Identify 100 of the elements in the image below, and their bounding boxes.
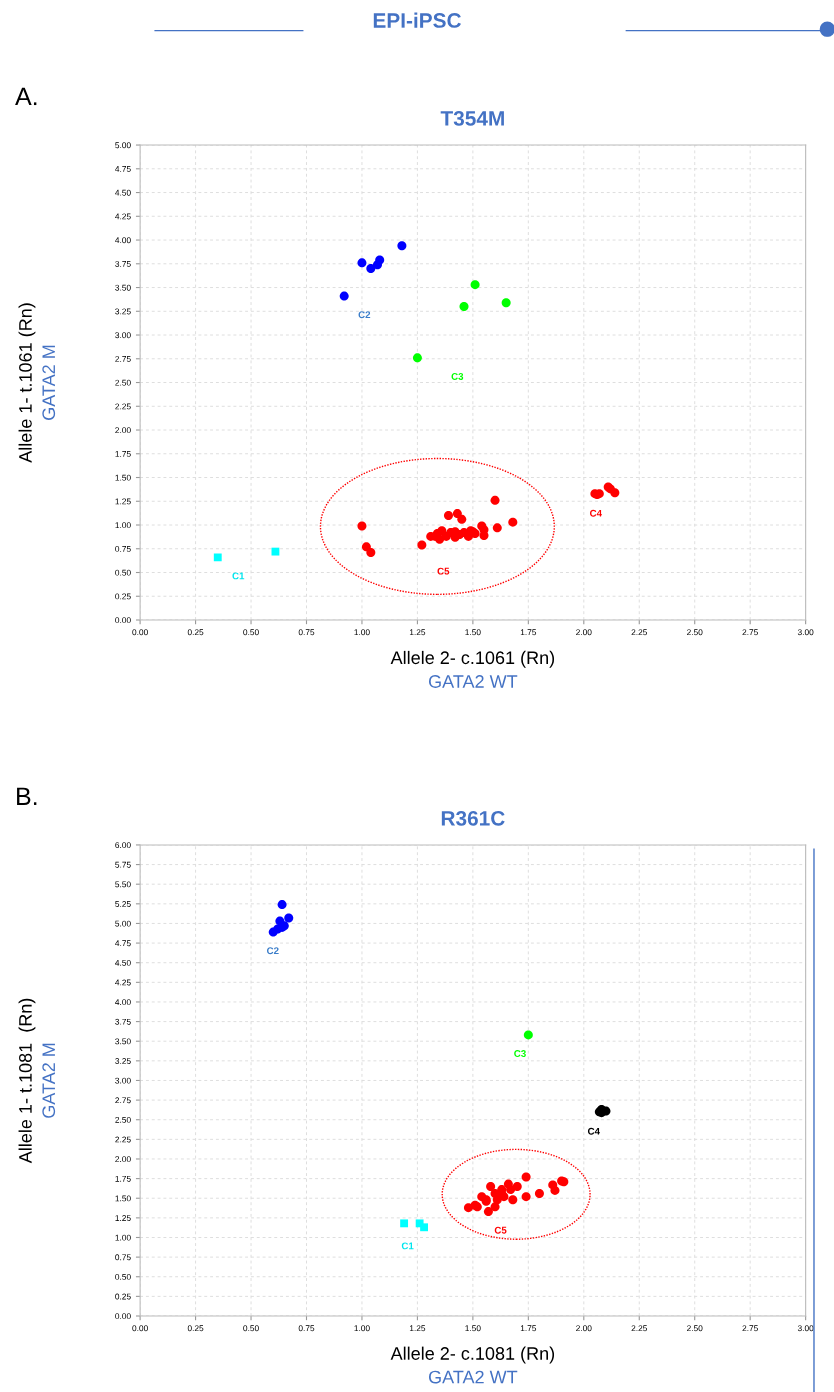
y-tick-label: 4.75 xyxy=(115,166,131,172)
y-tick-label: 1.75 xyxy=(115,451,131,457)
y-tick-label: 4.50 xyxy=(115,959,131,966)
point xyxy=(366,548,376,558)
point xyxy=(357,258,367,268)
y-tick-label: 4.25 xyxy=(115,213,131,220)
x-tick-label: 2.75 xyxy=(742,629,758,636)
x-tick-label: 2.00 xyxy=(576,629,592,636)
x-tick-label: 2.25 xyxy=(631,1325,648,1332)
y-tick-label: 6.00 xyxy=(115,842,131,849)
y-tick-label: 0.00 xyxy=(115,1313,131,1320)
x-tick-label: 2.75 xyxy=(742,1325,758,1332)
y-tick-label: 3.25 xyxy=(115,1058,131,1064)
x-tick-label: 3.00 xyxy=(797,1325,814,1332)
point xyxy=(339,291,349,301)
x-tick-label: 2.25 xyxy=(631,629,648,636)
y-tick-label: 2.25 xyxy=(115,1136,131,1143)
y-tick-label: 3.00 xyxy=(115,332,131,339)
y-axis-title: Allele 1- t.1081 (Rn) GATA2 M xyxy=(18,998,56,1164)
y-tick-label: 1.00 xyxy=(115,1234,131,1241)
y-tick-label: 3.50 xyxy=(115,284,131,291)
point xyxy=(357,521,367,531)
point xyxy=(268,927,278,937)
x-tick-label: 1.00 xyxy=(354,1325,370,1332)
point xyxy=(366,264,376,274)
point xyxy=(508,1195,518,1205)
x-tick-label: 1.50 xyxy=(465,1325,481,1332)
point xyxy=(412,353,422,363)
text: B. xyxy=(17,787,37,805)
y-tick-label: 3.25 xyxy=(115,308,131,315)
y-tick-label: 4.25 xyxy=(115,979,131,986)
y-tick-label: 4.00 xyxy=(115,237,131,244)
point xyxy=(490,495,500,505)
y-tick-label: 0.50 xyxy=(115,1273,131,1280)
point xyxy=(397,241,407,251)
x-tick-label: 0.25 xyxy=(187,629,204,636)
y-tick-label: 5.00 xyxy=(115,920,131,927)
point xyxy=(486,1181,496,1191)
x-tick-label: 1.00 xyxy=(354,629,370,636)
x-tick-label: 1.75 xyxy=(520,1325,537,1332)
point xyxy=(521,1192,531,1202)
point xyxy=(452,509,462,519)
y-tick-label: 3.75 xyxy=(115,260,131,267)
y-tick-label: 1.25 xyxy=(115,498,131,505)
point xyxy=(508,517,518,527)
y-tick-label: 0.75 xyxy=(115,1254,131,1261)
y-tick-label: 5.75 xyxy=(115,861,131,868)
point xyxy=(512,1181,522,1191)
x-axis-title: Allele 2- c.1061 (Rn) GATA2 WT xyxy=(390,650,555,688)
point xyxy=(271,547,280,556)
y-tick-label: 2.25 xyxy=(115,403,131,410)
series-label: C3 xyxy=(514,1050,526,1057)
y-tick-label: 4.50 xyxy=(115,189,131,196)
x-tick-label: 0.50 xyxy=(243,629,259,636)
x-axis-title: Allele 2- c.1081 (Rn) GATA2 WT xyxy=(390,1346,555,1384)
point xyxy=(490,1202,500,1212)
point xyxy=(610,488,620,498)
y-tick-label: 1.00 xyxy=(115,522,131,529)
x-tick-label: 2.50 xyxy=(687,629,703,636)
series-label: C1 xyxy=(232,572,245,580)
x-tick-label: 1.25 xyxy=(409,1325,426,1332)
series-label: C5 xyxy=(494,1226,507,1234)
point xyxy=(483,1207,493,1217)
y-axis-title: Allele 1- t.1061 (Rn) GATA2 M xyxy=(18,303,56,463)
x-tick-label: 2.50 xyxy=(687,1325,703,1332)
point xyxy=(501,298,511,308)
y-tick-label: 5.25 xyxy=(115,901,131,907)
point xyxy=(420,1223,428,1232)
y-tick-label: 2.50 xyxy=(115,1116,131,1123)
point xyxy=(470,280,480,290)
y-tick-label: 2.75 xyxy=(115,1097,131,1104)
point xyxy=(506,1185,516,1195)
point xyxy=(523,1030,533,1040)
y-tick-label: 3.50 xyxy=(115,1038,131,1045)
point xyxy=(534,1189,544,1199)
y-tick-label: 0.25 xyxy=(115,593,131,600)
y-tick-label: 2.00 xyxy=(115,427,131,434)
point xyxy=(550,1185,560,1195)
chart-title: R361C xyxy=(441,810,505,826)
x-tick-label: 2.00 xyxy=(576,1325,592,1332)
y-tick-label: 1.25 xyxy=(115,1215,131,1221)
point xyxy=(277,900,287,910)
y-tick-label: 2.50 xyxy=(115,379,131,386)
y-tick-label: 3.75 xyxy=(115,1018,131,1025)
point xyxy=(459,302,469,312)
point xyxy=(213,553,222,562)
x-tick-label: 0.50 xyxy=(243,1325,259,1332)
x-tick-label: 1.25 xyxy=(409,629,426,636)
text: C5 xyxy=(437,567,450,575)
y-tick-label: 3.00 xyxy=(115,1077,131,1084)
x-tick-label: 1.75 xyxy=(520,629,537,636)
chart-subtitle: EPI-iPSC xyxy=(373,12,461,28)
x-tick-label: 0.25 xyxy=(187,1325,204,1332)
point xyxy=(375,255,385,265)
x-tick-label: 0.00 xyxy=(132,1325,148,1332)
y-tick-label: 1.50 xyxy=(115,1195,131,1202)
y-tick-label: 0.75 xyxy=(115,545,131,552)
y-tick-label: 1.50 xyxy=(115,474,131,481)
x-tick-label: 0.75 xyxy=(298,1325,315,1332)
chart-title: T354M xyxy=(440,111,504,126)
